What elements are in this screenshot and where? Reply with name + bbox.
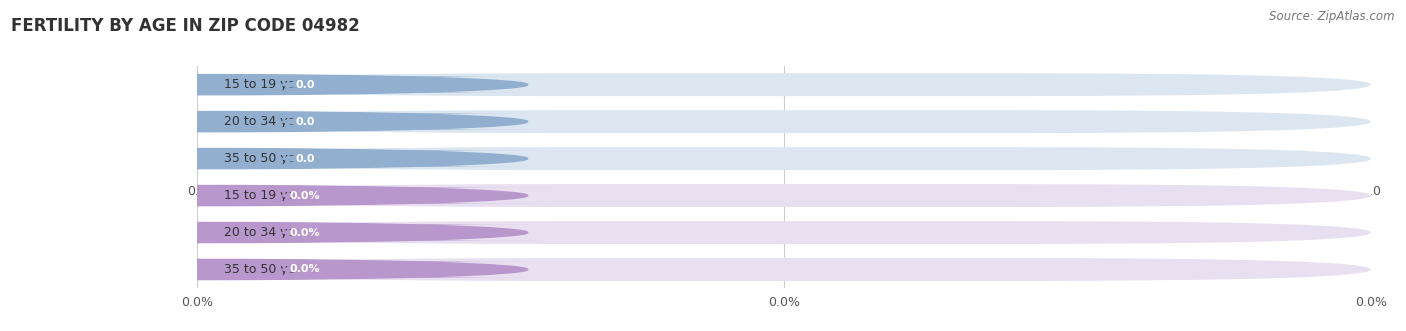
- Circle shape: [0, 260, 527, 280]
- Text: 20 to 34 years: 20 to 34 years: [224, 226, 315, 239]
- Text: 0.0: 0.0: [295, 80, 315, 90]
- Text: 35 to 50 years: 35 to 50 years: [224, 152, 315, 165]
- Text: Source: ZipAtlas.com: Source: ZipAtlas.com: [1270, 10, 1395, 23]
- FancyBboxPatch shape: [66, 261, 543, 278]
- Text: 20 to 34 years: 20 to 34 years: [224, 115, 315, 128]
- Text: FERTILITY BY AGE IN ZIP CODE 04982: FERTILITY BY AGE IN ZIP CODE 04982: [11, 17, 360, 34]
- FancyBboxPatch shape: [66, 114, 543, 130]
- Circle shape: [0, 112, 527, 132]
- FancyBboxPatch shape: [197, 147, 1371, 170]
- FancyBboxPatch shape: [197, 221, 1371, 244]
- FancyBboxPatch shape: [197, 73, 1371, 96]
- FancyBboxPatch shape: [66, 150, 543, 167]
- Text: 0.0: 0.0: [295, 154, 315, 164]
- Text: 15 to 19 years: 15 to 19 years: [224, 189, 315, 202]
- Text: 0.0%: 0.0%: [290, 191, 321, 201]
- Circle shape: [0, 222, 527, 243]
- FancyBboxPatch shape: [66, 224, 543, 241]
- FancyBboxPatch shape: [197, 184, 1371, 207]
- Text: 0.0%: 0.0%: [290, 264, 321, 274]
- Text: 35 to 50 years: 35 to 50 years: [224, 263, 315, 276]
- FancyBboxPatch shape: [66, 76, 543, 93]
- FancyBboxPatch shape: [197, 110, 1371, 133]
- Circle shape: [0, 74, 527, 95]
- FancyBboxPatch shape: [197, 258, 1371, 281]
- Text: 0.0%: 0.0%: [290, 227, 321, 238]
- FancyBboxPatch shape: [66, 187, 543, 204]
- Text: 15 to 19 years: 15 to 19 years: [224, 78, 315, 91]
- Circle shape: [0, 149, 527, 169]
- Circle shape: [0, 185, 527, 206]
- Text: 0.0: 0.0: [295, 117, 315, 127]
